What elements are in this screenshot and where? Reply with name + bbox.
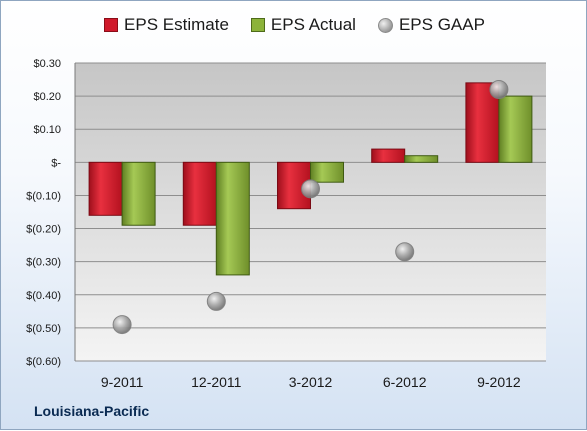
point-eps-gaap <box>489 79 509 99</box>
point-eps-gaap <box>395 242 415 262</box>
y-tick-label: $0.20 <box>33 91 61 103</box>
legend-label-actual: EPS Actual <box>270 15 356 34</box>
chart-legend: EPS Estimate EPS Actual EPS GAAP <box>1 15 587 35</box>
company-name: Louisiana-Pacific <box>34 403 150 419</box>
bar-eps-actual <box>404 155 439 163</box>
legend-item-actual: EPS Actual <box>250 15 356 35</box>
point-eps-gaap <box>112 315 132 335</box>
x-tick-label: 3-2012 <box>289 374 333 390</box>
x-tick-label: 9-2011 <box>101 374 144 390</box>
y-tick-label: $0.10 <box>33 124 61 136</box>
legend-item-estimate: EPS Estimate <box>104 15 229 35</box>
bar-eps-estimate <box>371 148 406 163</box>
x-tick-label: 6-2012 <box>383 374 427 390</box>
point-eps-gaap <box>301 179 320 199</box>
x-tick-label: 9-2012 <box>477 374 521 390</box>
bar-eps-actual <box>215 161 250 276</box>
y-tick-label: $- <box>51 157 61 169</box>
bar-eps-actual <box>310 161 344 183</box>
legend-swatch-gaap <box>377 17 393 33</box>
y-tick-label: $(0.40) <box>26 290 61 302</box>
y-tick-label: $(0.20) <box>26 224 61 236</box>
y-tick-label: $(0.60) <box>26 356 61 368</box>
legend-swatch-estimate <box>104 18 119 32</box>
y-tick-label: $0.30 <box>33 58 61 70</box>
y-tick-label: $(0.10) <box>26 190 61 202</box>
bar-eps-actual <box>498 95 533 163</box>
legend-label-estimate: EPS Estimate <box>124 15 229 34</box>
bar-eps-estimate <box>88 161 123 216</box>
x-tick-label: 12-2011 <box>191 374 242 390</box>
bar-eps-estimate <box>182 161 217 226</box>
point-eps-gaap <box>206 291 226 311</box>
y-tick-label: $(0.50) <box>26 323 61 335</box>
y-tick-label: $(0.30) <box>26 257 61 269</box>
bar-eps-actual <box>121 161 156 226</box>
legend-item-gaap: EPS GAAP <box>377 15 485 35</box>
legend-swatch-actual <box>250 18 265 32</box>
legend-label-gaap: EPS GAAP <box>398 15 485 34</box>
